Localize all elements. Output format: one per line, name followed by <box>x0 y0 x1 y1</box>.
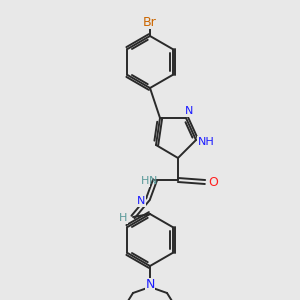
Text: N: N <box>145 278 155 292</box>
Text: N: N <box>149 176 157 186</box>
Text: N: N <box>137 196 145 206</box>
Text: H: H <box>119 213 127 223</box>
Text: O: O <box>208 176 218 188</box>
Text: N: N <box>185 106 193 116</box>
Text: NH: NH <box>198 137 214 147</box>
Text: Br: Br <box>143 16 157 28</box>
Text: H: H <box>141 176 149 186</box>
